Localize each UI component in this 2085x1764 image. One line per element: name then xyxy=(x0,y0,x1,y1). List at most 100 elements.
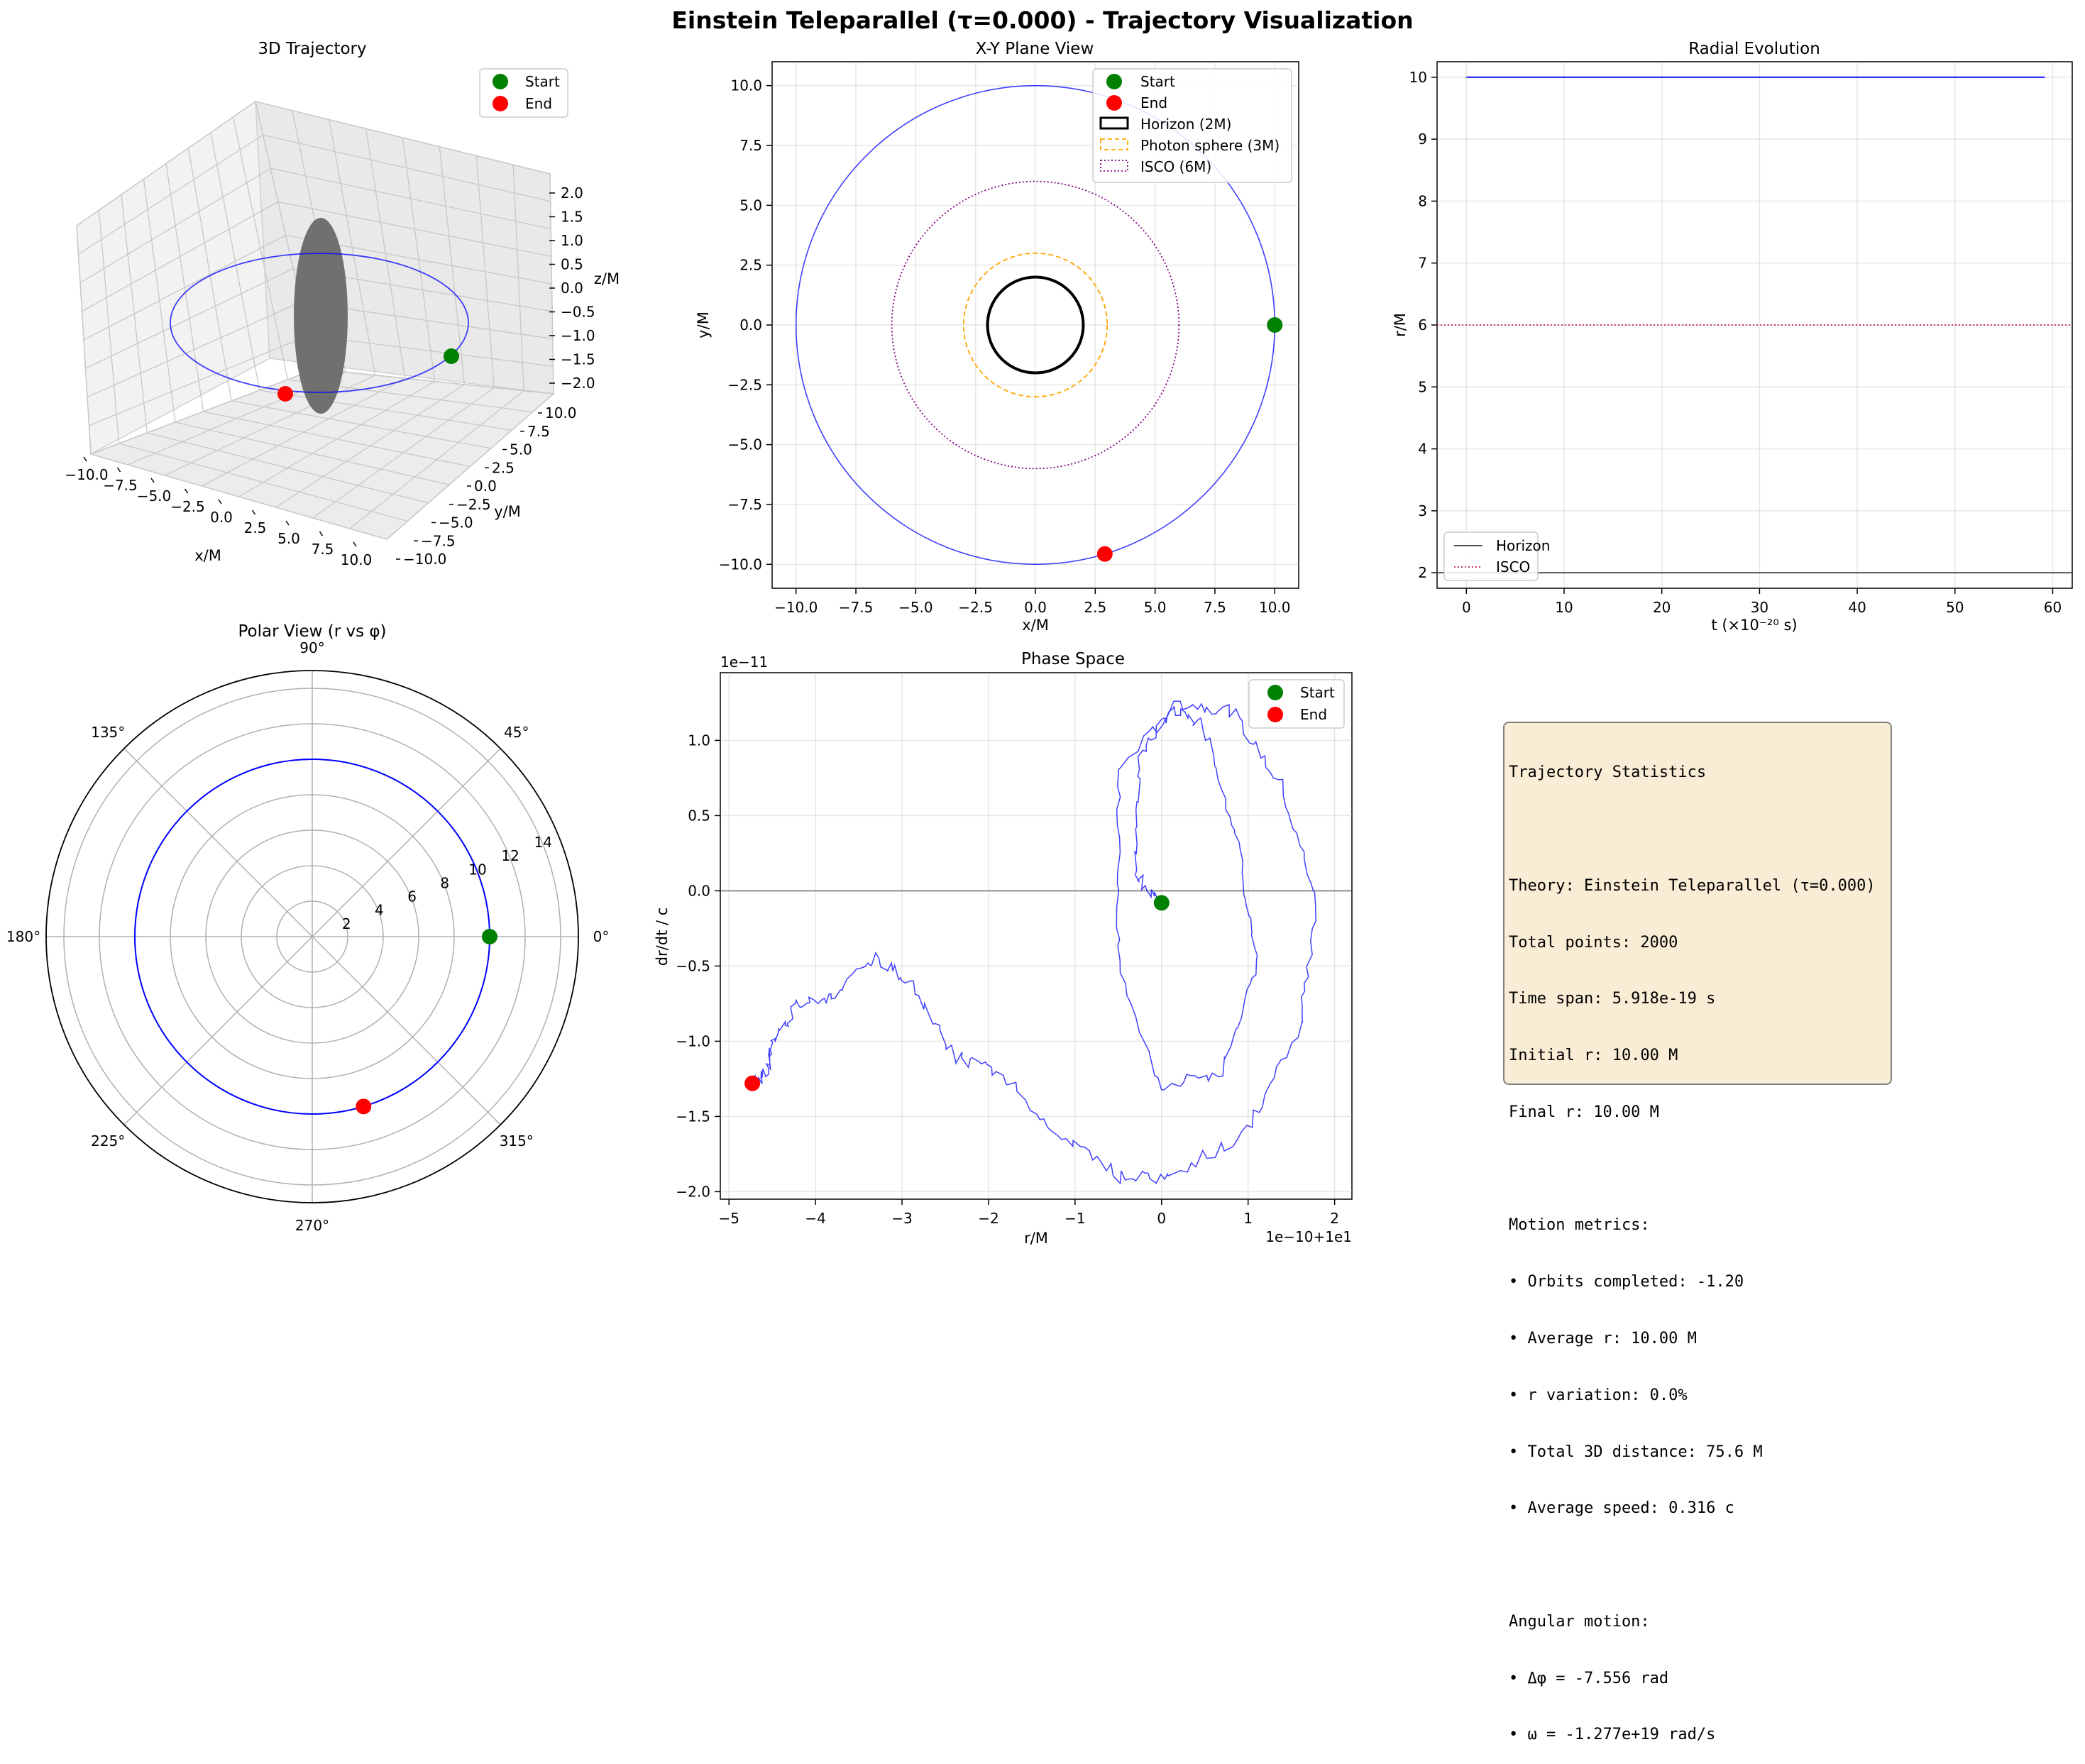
stats-speed: • Average speed: 0.316 c xyxy=(1509,1499,1734,1518)
radial-ytick-label: 4 xyxy=(1418,441,1427,458)
xy-ytick-label: −5.0 xyxy=(727,436,762,453)
ylabel-3d: y/M xyxy=(494,503,521,520)
right-pane-grid-line xyxy=(549,173,554,395)
xy-plot-area xyxy=(795,84,1283,566)
z-tick-label-3d: 2.0 xyxy=(561,184,583,202)
y-tick-label-3d: 2.5 xyxy=(492,459,515,476)
panel-polar-title: Polar View (r vs φ) xyxy=(238,622,386,641)
phase-xtick-label: −3 xyxy=(891,1210,912,1227)
xy-xtick-label: −7.5 xyxy=(839,599,874,616)
xy-horizon-circle xyxy=(986,275,1085,375)
y-tick-label-3d: −10.0 xyxy=(403,551,446,568)
trajectory-statistics-box: Trajectory Statistics Theory: Einstein T… xyxy=(1503,722,1892,1743)
radial-plot-area xyxy=(1437,76,2072,574)
legend-xy-photon: Photon sphere (3M) xyxy=(1140,137,1280,154)
xy-gridlines xyxy=(772,62,1299,588)
phase-ytick-label: 0.5 xyxy=(688,807,710,824)
xy-ylabel: y/M xyxy=(695,312,712,338)
phase-ytick-label: −0.5 xyxy=(676,957,710,974)
radial-xtick-label: 30 xyxy=(1751,599,1768,616)
x-tick-label-3d: −5.0 xyxy=(137,487,172,505)
stats-r-variation: • r variation: 0.0% xyxy=(1509,1386,1688,1404)
stats-distance: • Total 3D distance: 75.6 M xyxy=(1509,1443,1763,1461)
polar-angle-label: 270° xyxy=(295,1217,329,1234)
horizon-sphere-3d xyxy=(294,218,348,414)
polar-end-marker xyxy=(356,1098,372,1115)
stats-spacer xyxy=(1509,1556,1886,1575)
right-pane-grid-line xyxy=(255,101,551,175)
floor-grid-line xyxy=(275,384,465,508)
polar-spoke xyxy=(123,748,313,937)
left-pane-grid-line xyxy=(232,116,289,380)
phase-xtick-label: 2 xyxy=(1330,1210,1339,1227)
xy-xtick-label: −2.5 xyxy=(958,599,993,616)
phase-xtick-label: −2 xyxy=(978,1210,999,1227)
legend-phase-start: Start xyxy=(1300,684,1335,701)
y-tick-label-3d: −5.0 xyxy=(439,514,473,531)
polar-angle-label: 45° xyxy=(504,724,529,741)
phase-ytick-label: 1.0 xyxy=(688,732,710,749)
polar-angle-label: 315° xyxy=(500,1132,534,1150)
zlabel-3d: z/M xyxy=(594,270,620,287)
polar-r-tick-label: 4 xyxy=(375,902,384,919)
stats-angular-header: Angular motion: xyxy=(1509,1612,1650,1631)
panel-radial-evolution: Radial Evolution 0 10 20 30 40 50 60 2 3 4 5 6 7 8 9 10… xyxy=(1392,40,2073,634)
left-pane-grid-line xyxy=(78,134,263,255)
z-tick-label-3d: 0.0 xyxy=(561,280,583,297)
z-tick-label-3d: 0.5 xyxy=(561,256,583,273)
xy-ticks: −10.0 −7.5 −5.0 −2.5 0.0 2.5 5.0 7.5 10.0 −10.0 −7… xyxy=(719,77,1291,616)
legend-phase: Start End xyxy=(1248,679,1345,729)
radial-ytick-label: 2 xyxy=(1418,564,1427,581)
right-pane-grid-line xyxy=(277,201,552,257)
xy-ytick-label: 7.5 xyxy=(739,137,762,154)
left-pane-grid-line xyxy=(76,101,256,226)
y-tick-label-3d: 10.0 xyxy=(545,404,577,421)
floor-grid-line xyxy=(312,387,495,519)
polar-r-tick-label: 8 xyxy=(440,874,449,891)
legend-3d: Start End xyxy=(479,68,568,118)
phase-y-scale: 1e−11 xyxy=(720,654,768,671)
radial-xtick-label: 20 xyxy=(1653,599,1671,616)
x-tick-label-3d: −2.5 xyxy=(170,498,205,515)
y-tick-label-3d: 0.0 xyxy=(474,478,497,495)
x-tick-label-3d: 0.0 xyxy=(210,509,233,526)
radial-xtick-label: 10 xyxy=(1555,599,1573,616)
floor-grid-line xyxy=(231,400,491,449)
polar-r-tick-label: 12 xyxy=(501,847,519,864)
polar-angle-label: 135° xyxy=(91,724,125,741)
axes-3d: −10.0−7.5−5.0−2.50.02.55.07.510.0 −10.0−7… xyxy=(65,184,595,568)
stats-initial-r: Initial r: 10.00 M xyxy=(1509,1047,1678,1065)
phase-xtick-label: −5 xyxy=(718,1210,739,1227)
x-tick-3d xyxy=(218,499,222,505)
left-pane-grid-line xyxy=(79,167,271,284)
right-pane-grid-line xyxy=(512,165,524,391)
phase-ytick-label: −1.5 xyxy=(676,1108,710,1125)
radial-ytick-label: 7 xyxy=(1418,255,1427,272)
xy-ytick-label: 10.0 xyxy=(730,77,762,94)
phase-ytick-label: −2.0 xyxy=(676,1183,710,1200)
end-marker-3d xyxy=(277,386,293,402)
legend-3d-end: End xyxy=(525,95,552,112)
radial-xtick-label: 60 xyxy=(2044,599,2062,616)
panel-polar-view: Polar View (r vs φ) 2 4 6 8 10 12 14 0° 45° 90° 13… xyxy=(6,622,609,1234)
xy-ytick-label: −2.5 xyxy=(727,376,762,393)
x-tick-label-3d: 10.0 xyxy=(341,551,373,568)
phase-xtick-label: 1 xyxy=(1243,1210,1253,1227)
xy-end-marker xyxy=(1096,546,1113,562)
polar-spoke xyxy=(312,936,501,1125)
z-tick-label-3d: −0.5 xyxy=(561,304,595,321)
stats-time-span: Time span: 5.918e-19 s xyxy=(1509,990,1716,1008)
polar-r-tick-label: 14 xyxy=(534,834,552,851)
x-tick-3d xyxy=(285,520,290,526)
z-tick-label-3d: −2.0 xyxy=(561,375,595,392)
radial-ytick-label: 8 xyxy=(1418,192,1427,209)
left-pane-grid-line xyxy=(187,148,232,402)
start-marker-3d xyxy=(444,348,459,364)
legend-radial-isco: ISCO xyxy=(1496,558,1530,575)
stats-motion-header: Motion metrics: xyxy=(1509,1216,1650,1235)
xy-xtick-label: −10.0 xyxy=(774,599,818,616)
polar-angle-label: 225° xyxy=(91,1132,125,1150)
z-tick-label-3d: 1.0 xyxy=(561,232,583,249)
polar-angle-label: 0° xyxy=(593,928,610,945)
stats-spacer xyxy=(1509,820,1886,839)
